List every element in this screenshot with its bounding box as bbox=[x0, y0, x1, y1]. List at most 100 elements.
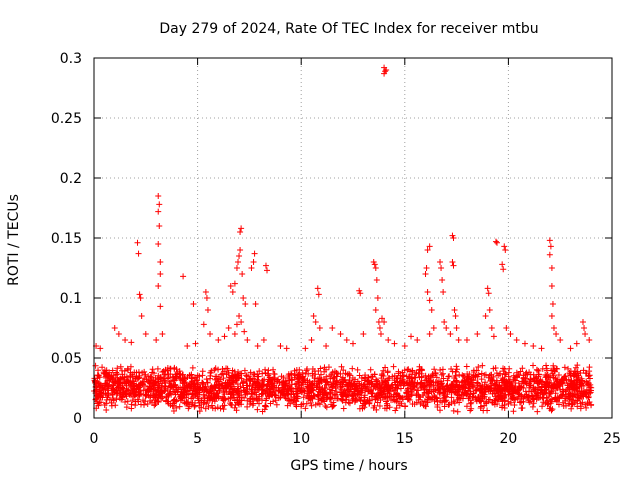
roti-point bbox=[202, 383, 209, 390]
roti-point bbox=[365, 374, 372, 381]
roti-point bbox=[299, 374, 306, 381]
roti-point bbox=[456, 392, 463, 399]
roti-point bbox=[314, 375, 321, 382]
roti-point bbox=[510, 396, 517, 403]
roti-point bbox=[340, 367, 347, 374]
roti-point bbox=[337, 331, 344, 337]
roti-point bbox=[414, 337, 421, 343]
roti-point bbox=[482, 313, 489, 319]
roti-point bbox=[156, 382, 163, 389]
roti-point bbox=[291, 374, 298, 381]
roti-point bbox=[123, 404, 130, 411]
roti-point bbox=[431, 397, 438, 404]
roti-point bbox=[469, 383, 476, 390]
roti-point bbox=[375, 319, 382, 325]
roti-point bbox=[322, 385, 329, 392]
roti-point bbox=[510, 408, 517, 415]
roti-point bbox=[543, 394, 550, 401]
roti-point bbox=[249, 396, 256, 403]
roti-point bbox=[560, 403, 567, 410]
roti-point bbox=[513, 337, 520, 343]
roti-point bbox=[519, 365, 526, 372]
roti-point bbox=[559, 391, 566, 398]
roti-point bbox=[552, 375, 559, 382]
roti-point bbox=[362, 372, 369, 379]
roti-point bbox=[177, 393, 184, 400]
roti-point bbox=[425, 394, 432, 401]
roti-point bbox=[366, 379, 373, 386]
roti-point bbox=[95, 380, 102, 387]
roti-point bbox=[406, 380, 413, 387]
roti-point bbox=[189, 364, 196, 371]
roti-point bbox=[225, 388, 232, 395]
roti-point bbox=[357, 397, 364, 404]
roti-point bbox=[575, 390, 582, 397]
roti-point bbox=[370, 383, 377, 390]
roti-point bbox=[548, 265, 555, 271]
roti-point bbox=[244, 397, 251, 404]
roti-point bbox=[155, 372, 162, 379]
roti-point bbox=[488, 325, 495, 331]
x-tick-label: 20 bbox=[499, 431, 517, 447]
roti-point bbox=[400, 372, 407, 379]
roti-point bbox=[549, 301, 556, 307]
roti-point bbox=[128, 383, 135, 390]
roti-point bbox=[236, 313, 243, 319]
roti-point bbox=[418, 379, 425, 386]
roti-point bbox=[488, 378, 495, 385]
roti-point bbox=[171, 398, 178, 405]
roti-point bbox=[323, 343, 330, 349]
roti-point bbox=[137, 379, 144, 386]
roti-point bbox=[330, 402, 337, 409]
y-tick-label: 0.1 bbox=[60, 291, 82, 307]
roti-point bbox=[357, 390, 364, 397]
roti-point bbox=[395, 399, 402, 406]
roti-point bbox=[372, 307, 379, 313]
roti-point bbox=[532, 385, 539, 392]
roti-point bbox=[233, 321, 240, 328]
roti-point bbox=[184, 400, 191, 407]
roti-point bbox=[523, 380, 530, 387]
roti-point bbox=[484, 407, 491, 414]
roti-point bbox=[554, 365, 561, 372]
roti-point bbox=[455, 337, 462, 343]
roti-point bbox=[367, 387, 374, 394]
roti-point bbox=[373, 378, 380, 385]
roti-point bbox=[184, 343, 191, 349]
roti-point bbox=[180, 273, 187, 280]
roti-point bbox=[163, 394, 170, 401]
roti-point bbox=[521, 340, 528, 347]
roti-point bbox=[239, 271, 246, 277]
roti-point bbox=[490, 365, 497, 372]
x-tick-label: 15 bbox=[396, 431, 414, 447]
roti-point bbox=[204, 397, 211, 404]
roti-point bbox=[405, 388, 412, 395]
roti-point bbox=[471, 372, 478, 379]
roti-point bbox=[532, 391, 539, 398]
roti-point bbox=[164, 375, 171, 382]
roti-point bbox=[154, 365, 161, 372]
roti-point bbox=[381, 405, 388, 412]
roti-point bbox=[238, 319, 245, 325]
roti-point bbox=[211, 395, 218, 402]
roti-point bbox=[349, 396, 356, 403]
roti-point bbox=[562, 397, 569, 404]
tick-marks bbox=[93, 57, 613, 419]
roti-point bbox=[548, 388, 555, 395]
roti-point bbox=[397, 385, 404, 392]
roti-point bbox=[529, 403, 536, 410]
roti-point bbox=[124, 365, 131, 372]
roti-point bbox=[401, 379, 408, 386]
roti-point bbox=[172, 391, 179, 398]
roti-point bbox=[288, 377, 295, 384]
roti-point bbox=[478, 370, 485, 377]
roti-point bbox=[491, 390, 498, 397]
roti-point bbox=[264, 267, 271, 274]
roti-point bbox=[270, 398, 277, 405]
roti-point bbox=[308, 385, 315, 392]
roti-point bbox=[333, 378, 340, 385]
roti-point bbox=[266, 392, 273, 399]
roti-point bbox=[402, 403, 409, 410]
roti-point bbox=[141, 401, 148, 408]
roti-point bbox=[535, 373, 542, 380]
